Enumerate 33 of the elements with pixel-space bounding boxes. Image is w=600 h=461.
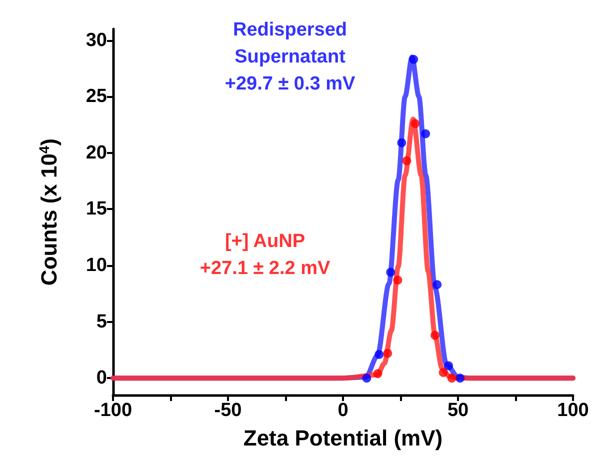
point: [373, 369, 382, 378]
point: [374, 350, 384, 359]
point: [432, 280, 442, 290]
point: [383, 348, 392, 358]
point: [362, 374, 372, 383]
y-tick-label: 10: [86, 254, 107, 276]
point: [447, 374, 456, 383]
annotation: Redispersed Supernatant +29.7 ± 0.3 mV: [224, 20, 356, 94]
y-tick-label: 0: [96, 368, 107, 389]
x-tick-label: -50: [214, 400, 242, 421]
point: [393, 276, 402, 285]
y-tick-label: 5: [96, 311, 108, 332]
x-tick-label: 50: [447, 400, 469, 421]
point: [430, 330, 440, 340]
point: [421, 129, 430, 138]
point: [402, 156, 412, 166]
x-tick-label: 100: [557, 400, 589, 421]
y-tick-label: 15: [86, 198, 108, 220]
y-tick-label: 25: [86, 86, 108, 108]
x-axis-title: Zeta Potential (mV): [243, 426, 443, 450]
point: [386, 268, 396, 277]
y-axis-title: Counts (x 104): [36, 138, 62, 286]
annotation: [+] AuNP +27.1 ± 2.2 mV: [200, 231, 330, 279]
x-tick-label: -100: [94, 400, 132, 421]
y-tick-label: 30: [86, 30, 107, 51]
point: [456, 374, 465, 383]
point: [410, 119, 420, 128]
point: [409, 54, 418, 64]
x-tick-label: 0: [338, 400, 348, 421]
point: [397, 138, 406, 148]
point: [438, 368, 448, 377]
point: [444, 361, 454, 370]
y-tick-label: 20: [86, 142, 107, 164]
